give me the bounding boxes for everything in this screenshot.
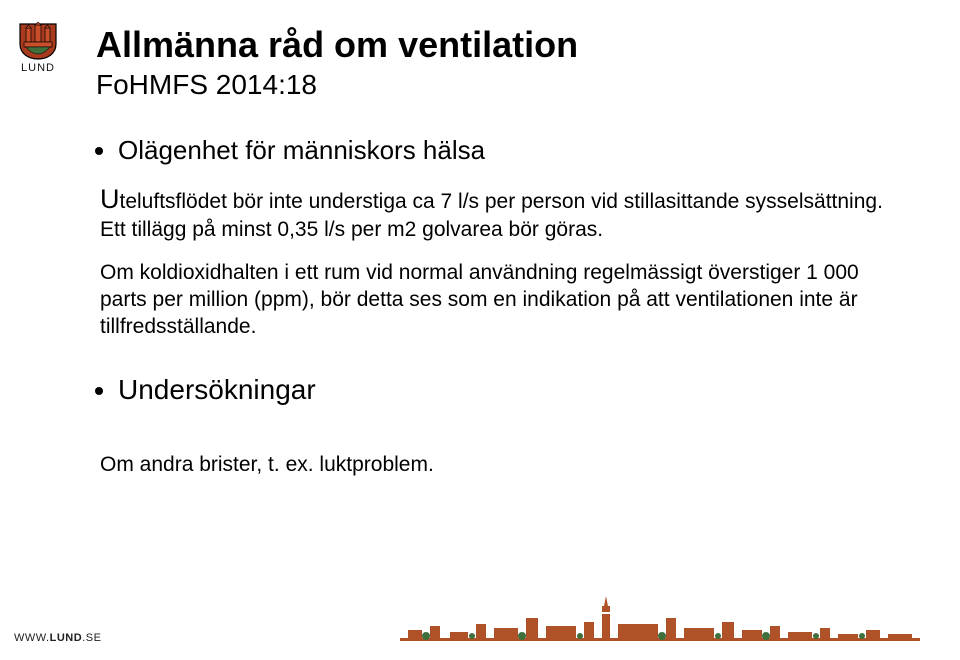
bullet-list-2: Undersökningar (96, 374, 900, 406)
bullet-item-1: Olägenhet för människors hälsa (118, 135, 900, 166)
slide-subtitle: FoHMFS 2014:18 (96, 69, 900, 101)
para1-dropcap: U (100, 184, 120, 214)
bullet-item-2: Undersökningar (118, 374, 900, 406)
lund-crest-icon (14, 20, 62, 60)
content: Allmänna råd om ventilation FoHMFS 2014:… (96, 24, 900, 479)
paragraph-2: Om koldioxidhalten i ett rum vid normal … (100, 260, 896, 341)
paragraph-3: Om andra brister, t. ex. luktproblem. (100, 452, 896, 479)
lund-logo-text: LUND (14, 62, 62, 74)
footer-lund: LUND (50, 632, 83, 644)
footer-www: WWW. (14, 632, 50, 644)
slide-title: Allmänna råd om ventilation (96, 24, 900, 65)
footer-se: .SE (82, 632, 101, 644)
para1-text: teluftsflödet bör inte understiga ca 7 l… (100, 190, 883, 241)
footer-url: WWW.LUND.SE (14, 632, 101, 644)
slide: LUND Allmänna råd om ventilation FoHMFS … (0, 0, 960, 660)
bullet-list: Olägenhet för människors hälsa (96, 135, 900, 166)
paragraph-1: Uteluftsflödet bör inte understiga ca 7 … (100, 182, 896, 243)
lund-logo: LUND (14, 20, 62, 74)
skyline-icon (400, 588, 920, 648)
